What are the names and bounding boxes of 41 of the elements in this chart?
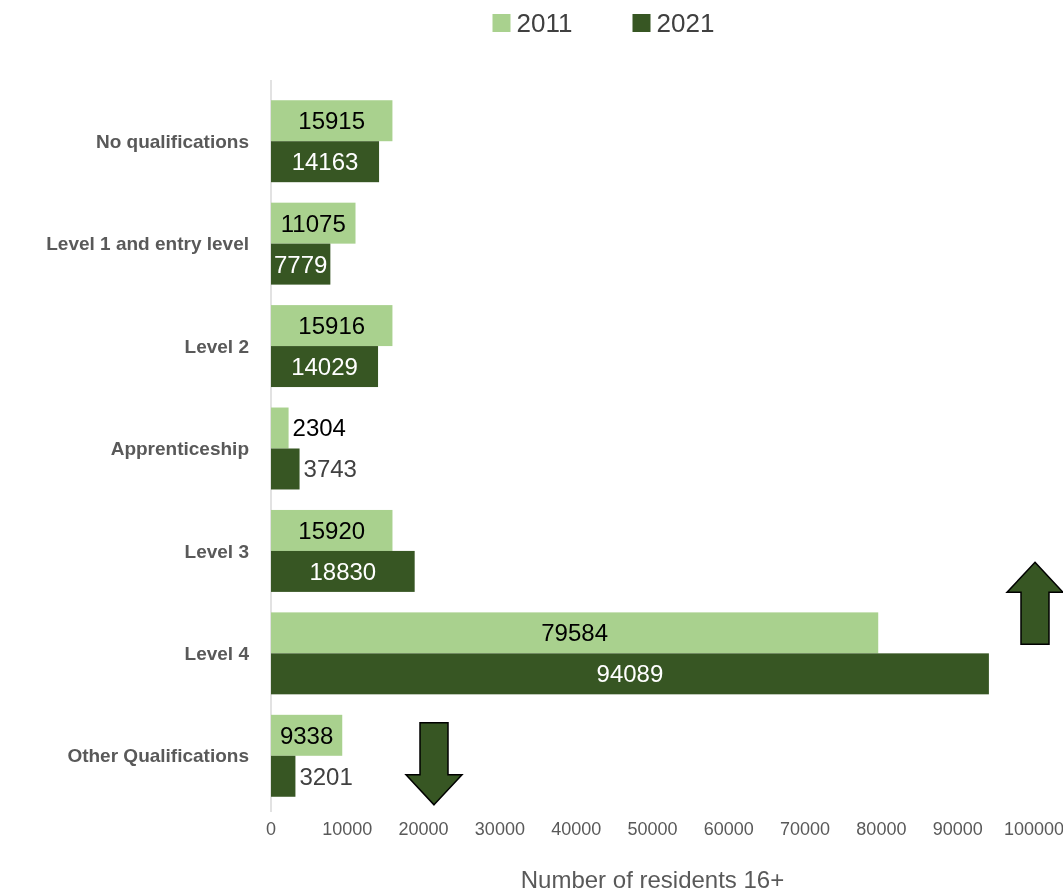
legend-label: 2021 [656,8,715,39]
x-axis-title: Number of residents 16+ [520,866,785,892]
x-tick-label: 90000 [932,819,983,839]
x-tick-label: 100000 [1003,819,1063,839]
x-tick-label: 30000 [474,819,525,839]
bar [271,550,415,592]
x-tick-label: 60000 [703,819,754,839]
bar [271,755,296,797]
y-tick-label: No qualifications [95,130,249,152]
y-tick-label: Apprenticeship [110,438,249,460]
data-label: 79584 [541,619,608,647]
y-tick-label: Level 1 and entry level [46,233,249,255]
x-tick-label: 20000 [398,819,449,839]
y-tick-label: Level 3 [184,540,249,562]
bar [271,612,879,654]
y-tick-label: Other Qualifications [67,745,249,767]
data-label: 15915 [298,107,366,135]
y-tick-label: Level 2 [184,335,249,357]
data-label: 94089 [596,660,664,688]
data-label: 14163 [291,148,359,176]
x-tick-label: 70000 [780,819,831,839]
data-label: 2304 [292,414,346,442]
data-label: 15920 [298,516,366,544]
x-tick-label: 0 [265,819,277,839]
data-label: 7779 [273,250,328,278]
data-label: 3743 [303,455,357,483]
x-tick-label: 10000 [322,819,373,839]
bar [271,448,300,490]
data-label: 9338 [279,721,334,749]
data-label: 18830 [309,557,377,585]
x-tick-label: 40000 [551,819,602,839]
data-label: 11075 [280,209,346,237]
x-tick-label: 80000 [856,819,907,839]
bar [271,407,289,449]
data-label: 15916 [298,311,366,339]
x-tick-label: 50000 [627,819,678,839]
y-tick-label: Level 4 [184,643,250,665]
legend-label: 2011 [516,8,573,39]
data-label: 3201 [299,762,353,790]
bar [271,653,989,695]
data-label: 14029 [291,352,358,380]
